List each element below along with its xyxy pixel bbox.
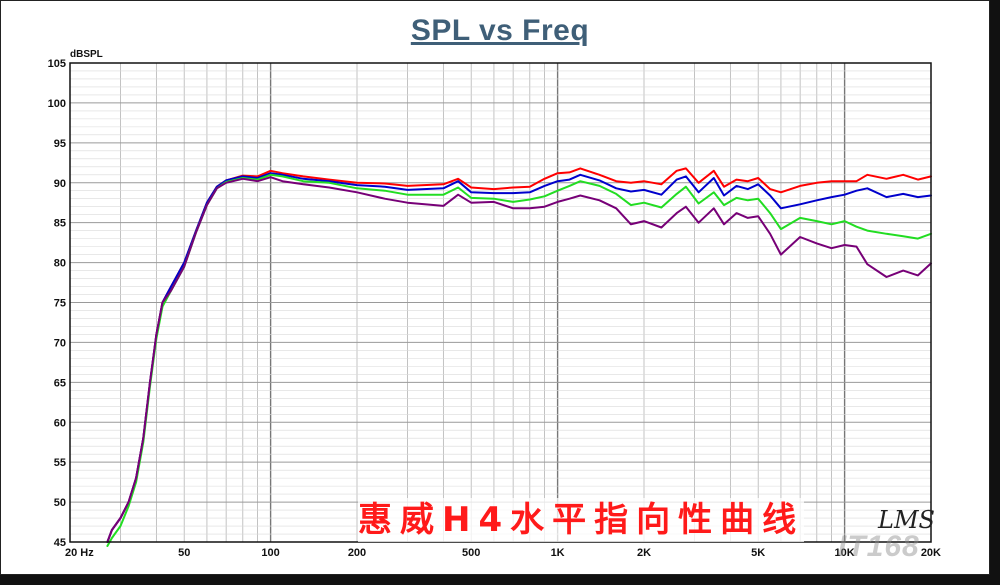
- y-tick-label: 85: [54, 218, 66, 230]
- plot-border: [69, 62, 932, 543]
- x-tick-label: 20 Hz: [65, 547, 94, 559]
- y-tick-label: 70: [54, 337, 66, 349]
- x-tick-label: 500: [462, 547, 480, 559]
- y-axis-label: dBSPL: [70, 49, 103, 60]
- y-tick-label: 45: [54, 537, 66, 549]
- x-axis: 20 Hz 50 100 200 500 1K 2K 5K 10K 20K: [65, 547, 941, 559]
- chart-border: [0, 0, 990, 575]
- y-tick-label: 50: [54, 497, 66, 509]
- x-tick-label: 50: [178, 547, 190, 559]
- x-tick-label: 2K: [637, 547, 651, 559]
- chart-title: SPL vs Freq: [410, 14, 590, 47]
- series-layer: [106, 167, 932, 547]
- y-tick-label: 95: [54, 138, 66, 150]
- chart-annotation: 惠威H4水平指向性曲线: [358, 498, 805, 542]
- y-tick-label: 90: [54, 178, 66, 190]
- x-tick-label: 100: [261, 547, 279, 559]
- x-tick-label: 5K: [751, 547, 765, 559]
- watermark: IT168: [838, 530, 920, 563]
- y-tick-label: 60: [54, 417, 66, 429]
- x-tick-label: 10K: [835, 547, 855, 559]
- x-tick-label: 20K: [921, 547, 941, 559]
- x-tick-label: 1K: [551, 547, 565, 559]
- grid: [69, 62, 932, 543]
- series-line-4: [106, 176, 932, 543]
- x-tick-label: 200: [348, 547, 366, 559]
- y-axis: 45 50 55 60 65 70 75 80 85 90 95 100 105: [48, 58, 66, 549]
- y-tick-label: 65: [54, 377, 66, 389]
- y-tick-label: 105: [48, 58, 66, 70]
- lms-logo: LMS: [878, 506, 935, 534]
- series-line-2: [106, 172, 932, 543]
- y-tick-label: 80: [54, 258, 66, 270]
- y-tick-label: 100: [48, 98, 66, 110]
- y-tick-label: 55: [54, 457, 66, 469]
- y-tick-label: 75: [54, 298, 66, 310]
